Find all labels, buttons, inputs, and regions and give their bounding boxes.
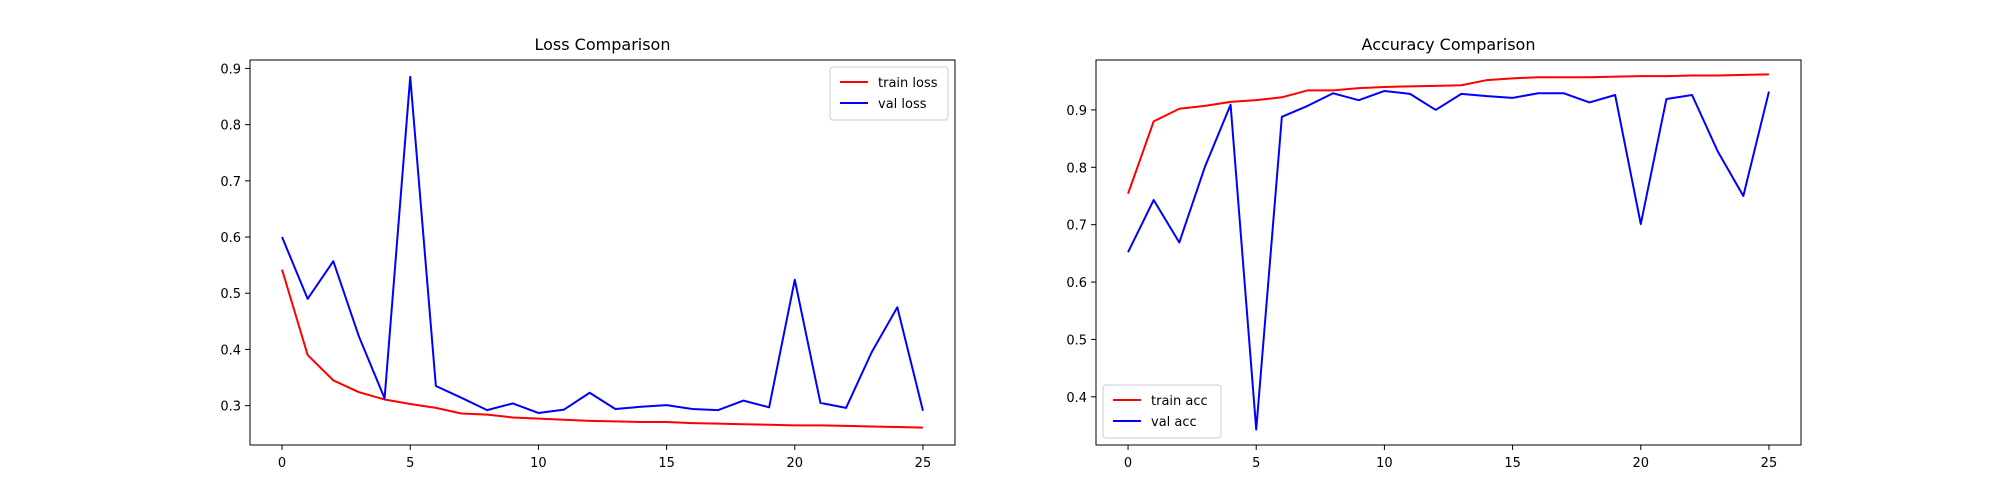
legend: train loss val loss [829,66,949,121]
loss-comparison-chart: Loss Comparison 0 5 10 15 20 25 0.3 0.4 0.5 0.6 0.7… [220,35,956,471]
legend-box [829,66,949,121]
x-tick-label: 10 [530,456,547,471]
x-tick-label: 0 [1124,456,1132,471]
y-tick-label: 0.5 [220,287,241,302]
legend-box [1102,384,1222,439]
x-tick-label: 5 [406,456,414,471]
series-line-train-acc [1127,73,1769,195]
y-tick-label: 0.8 [1066,161,1087,176]
x-tick-label: 20 [786,456,803,471]
series-line-train-loss [281,269,923,429]
y-tick-label: 0.8 [220,119,241,134]
x-tick-label: 25 [1761,456,1778,471]
legend: train acc val acc [1102,384,1222,439]
x-tick-label: 20 [1632,456,1649,471]
x-tick-label: 5 [1252,456,1260,471]
legend-label: val loss [878,97,927,112]
chart-title: Loss Comparison [535,35,671,54]
y-tick-label: 0.9 [220,62,241,77]
plot-frame [249,59,956,446]
legend-label: val acc [1151,415,1197,430]
y-tick-label: 0.6 [1066,276,1087,291]
y-tick-label: 0.3 [220,400,241,415]
y-tick-label: 0.6 [220,231,241,246]
x-tick-label: 0 [278,456,286,471]
y-tick-label: 0.5 [1066,333,1087,348]
series-line-val-acc [1127,89,1770,431]
legend-label: train acc [1151,394,1208,409]
x-tick-label: 25 [915,456,932,471]
accuracy-comparison-chart: Accuracy Comparison 0 5 10 15 20 25 0.4 0.5 0.6 0.… [1066,35,1802,471]
x-tick-label: 15 [658,456,675,471]
y-tick-label: 0.4 [1066,391,1087,406]
legend-label: train loss [878,76,938,91]
x-tick-label: 15 [1504,456,1521,471]
plot-frame [1095,59,1802,446]
y-tick-label: 0.9 [1066,104,1087,119]
y-tick-label: 0.7 [220,175,241,190]
series-line-val-loss [281,75,924,414]
y-tick-label: 0.4 [220,343,241,358]
chart-title: Accuracy Comparison [1362,35,1536,54]
y-tick-label: 0.7 [1066,219,1087,234]
x-tick-label: 10 [1376,456,1393,471]
